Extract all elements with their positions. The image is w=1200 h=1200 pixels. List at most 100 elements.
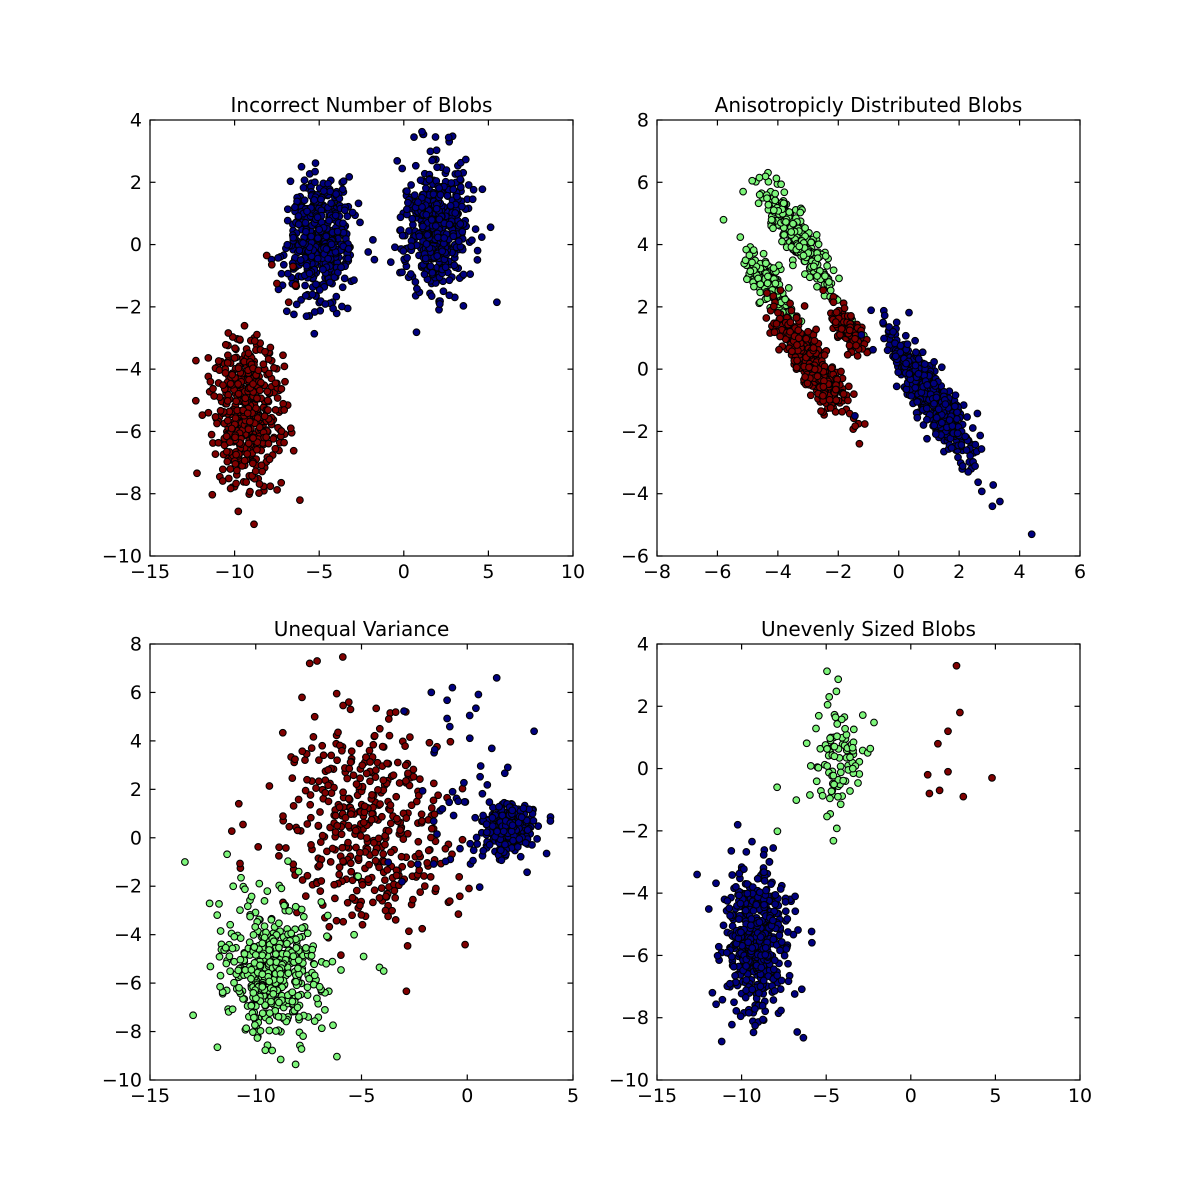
data-point <box>337 966 345 974</box>
data-point <box>346 758 355 767</box>
data-point <box>249 380 257 388</box>
data-point <box>400 707 408 715</box>
data-point <box>471 813 480 822</box>
data-point <box>392 871 401 880</box>
data-point <box>339 917 348 926</box>
data-point <box>469 846 478 855</box>
data-point <box>761 943 770 952</box>
data-point <box>773 783 781 792</box>
data-point <box>469 856 477 865</box>
data-point <box>315 756 323 764</box>
data-point <box>479 846 488 855</box>
data-point <box>337 263 345 272</box>
data-point <box>274 1012 283 1021</box>
y-tick-label: −2 <box>114 296 142 318</box>
data-point <box>265 369 273 378</box>
data-point <box>387 848 395 857</box>
data-point <box>335 803 344 812</box>
data-point <box>384 912 392 921</box>
data-point <box>493 298 501 307</box>
data-point <box>821 252 830 260</box>
data-point <box>769 264 778 272</box>
data-point <box>493 827 501 836</box>
data-point <box>216 927 225 935</box>
data-point <box>302 944 310 952</box>
data-point <box>717 1037 726 1046</box>
cluster-green-outliers <box>181 858 388 975</box>
data-point <box>503 763 512 772</box>
data-point <box>712 1000 720 1009</box>
data-point <box>399 247 408 255</box>
data-point <box>759 976 768 985</box>
data-point <box>231 344 239 353</box>
data-point <box>271 950 280 958</box>
y-tick-label: 0 <box>637 359 649 381</box>
cluster-green-upper-scatter <box>205 850 362 938</box>
data-point <box>794 926 802 934</box>
data-point <box>748 837 756 846</box>
x-tick-label: −10 <box>236 1085 276 1107</box>
data-point <box>346 859 355 868</box>
data-point <box>529 816 538 825</box>
data-point <box>299 1032 307 1040</box>
data-point <box>258 970 267 979</box>
data-point <box>223 457 232 466</box>
data-point <box>303 991 312 999</box>
data-point <box>310 1017 319 1025</box>
data-point <box>832 308 841 317</box>
data-point <box>456 220 465 228</box>
data-point <box>310 196 319 204</box>
data-point <box>464 181 473 189</box>
data-point <box>261 1046 270 1055</box>
data-point <box>418 203 426 211</box>
data-point <box>905 308 913 317</box>
data-point <box>907 392 916 400</box>
data-point <box>731 971 739 980</box>
data-point <box>391 916 400 924</box>
data-point <box>728 871 737 879</box>
data-point <box>247 974 255 983</box>
data-point <box>230 978 238 987</box>
data-point <box>407 181 415 189</box>
data-point <box>937 418 946 427</box>
data-point <box>306 791 315 799</box>
data-point <box>755 989 763 997</box>
data-point <box>210 392 218 400</box>
data-point <box>385 731 394 740</box>
data-point <box>771 196 779 205</box>
data-point <box>372 704 381 713</box>
data-point <box>393 758 402 767</box>
data-point <box>367 815 376 824</box>
data-point <box>914 355 923 363</box>
data-point <box>971 440 980 449</box>
data-point <box>546 817 555 825</box>
data-point <box>929 379 938 388</box>
data-point <box>294 795 303 804</box>
data-point <box>234 389 243 398</box>
data-point <box>273 486 281 494</box>
unequal-variance-points <box>181 653 555 1069</box>
data-point <box>293 826 302 835</box>
cluster-navy-blob-right <box>370 127 495 337</box>
data-point <box>279 260 288 269</box>
data-point <box>804 327 812 336</box>
data-point <box>263 887 272 895</box>
data-point <box>742 962 750 970</box>
data-point <box>756 933 765 941</box>
data-point <box>261 347 269 356</box>
data-point <box>830 752 839 761</box>
data-point <box>767 880 775 888</box>
data-point <box>776 286 785 295</box>
data-point <box>786 318 795 327</box>
data-point <box>269 937 278 946</box>
data-point <box>393 814 401 823</box>
data-point <box>803 379 812 388</box>
data-point <box>848 743 857 752</box>
data-point <box>459 302 468 310</box>
data-point <box>247 965 256 974</box>
data-point <box>799 1033 808 1042</box>
data-point <box>748 258 756 267</box>
data-point <box>427 688 436 697</box>
data-point <box>830 742 839 751</box>
